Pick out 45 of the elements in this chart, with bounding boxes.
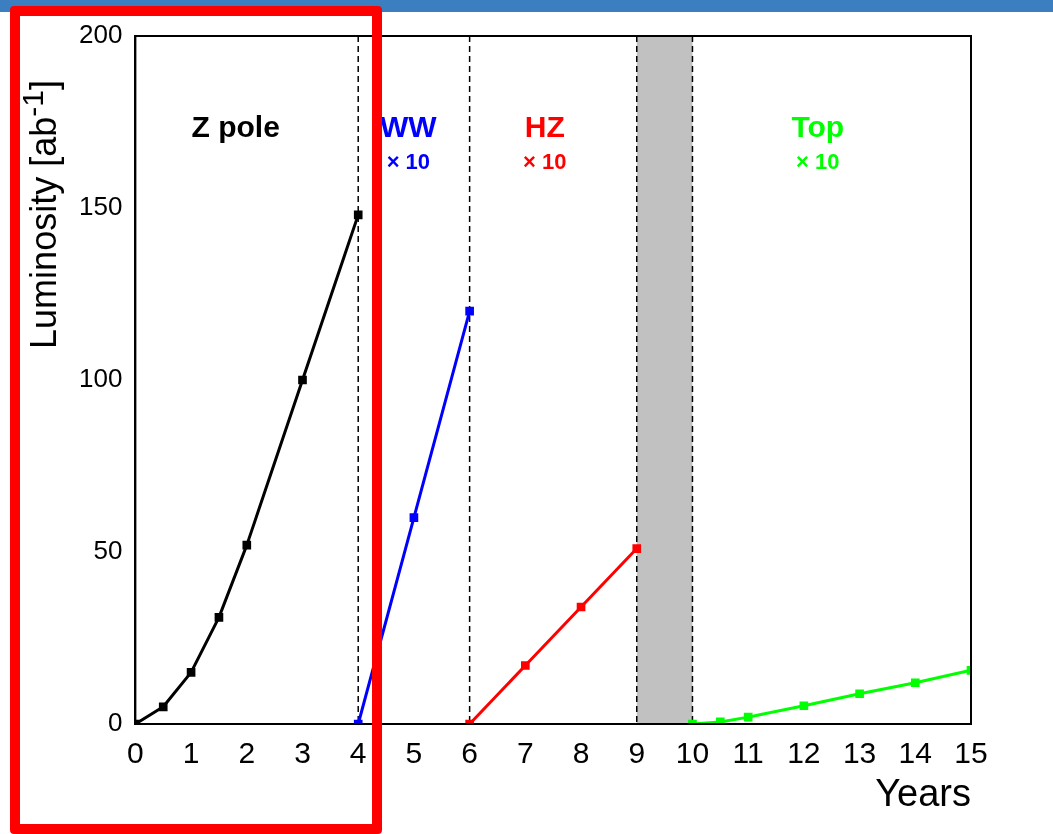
y-tick-label: 150 bbox=[78, 191, 123, 222]
x-tick-label: 15 bbox=[954, 736, 988, 770]
point bbox=[855, 689, 864, 699]
x-tick-label: 13 bbox=[842, 736, 877, 770]
point bbox=[715, 717, 725, 724]
annotation: × 10 bbox=[796, 149, 840, 175]
x-tick-label: 8 bbox=[572, 736, 590, 770]
point bbox=[353, 210, 363, 220]
x-tick-label: 11 bbox=[732, 736, 764, 770]
x-tick-label: 0 bbox=[127, 736, 144, 770]
point bbox=[521, 661, 530, 670]
x-tick-label: 2 bbox=[238, 736, 256, 770]
annotation: × 10 bbox=[523, 149, 567, 175]
point bbox=[214, 613, 224, 622]
x-tick-label: 5 bbox=[405, 736, 423, 770]
x-tick-label: 7 bbox=[516, 736, 534, 770]
point bbox=[186, 668, 196, 677]
point bbox=[576, 602, 586, 612]
text: HZ bbox=[524, 110, 565, 144]
point bbox=[409, 513, 419, 522]
y-tick-label: 50 bbox=[93, 535, 123, 566]
x-tick-label: 10 bbox=[675, 736, 710, 770]
point bbox=[298, 375, 307, 385]
x-tick-label: 14 bbox=[898, 736, 932, 770]
y-tick-label: 0 bbox=[107, 707, 123, 738]
x-tick-label: 1 bbox=[182, 736, 200, 770]
x-tick-label: 6 bbox=[461, 736, 478, 770]
annotation: × 10 bbox=[386, 149, 431, 175]
x-tick-label: 9 bbox=[628, 736, 646, 770]
point bbox=[910, 678, 920, 688]
y-tick-label: 200 bbox=[78, 19, 123, 50]
point bbox=[242, 540, 252, 550]
text: WW bbox=[380, 110, 438, 144]
text: Top bbox=[791, 110, 845, 144]
point bbox=[465, 306, 474, 316]
y-tick-label: 100 bbox=[78, 363, 123, 394]
x-tick-label: 12 bbox=[787, 736, 821, 770]
x-axis-title: Years bbox=[875, 772, 971, 815]
point bbox=[799, 701, 809, 711]
point bbox=[743, 712, 753, 722]
x-tick-label: 3 bbox=[294, 736, 311, 770]
point bbox=[632, 544, 642, 553]
x-tick-label: 4 bbox=[349, 736, 367, 770]
point bbox=[158, 702, 168, 712]
text: Z pole bbox=[191, 110, 280, 144]
